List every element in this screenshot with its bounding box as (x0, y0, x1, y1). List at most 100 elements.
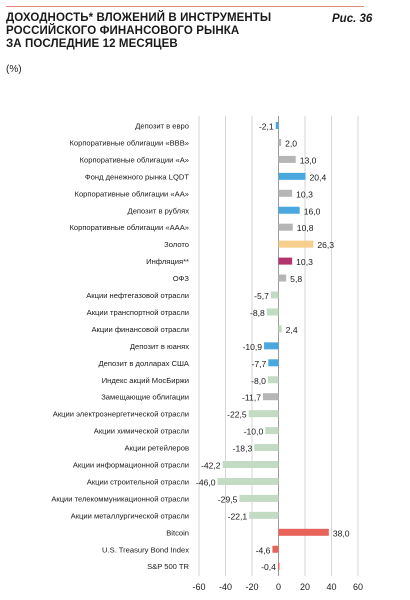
unit-label: (%) (6, 64, 22, 75)
x-tick-label: 20 (300, 582, 310, 592)
bar (278, 155, 296, 163)
bar (248, 410, 279, 418)
category-label: Акции металлургической отрасли (71, 511, 189, 520)
x-tick-label: -40 (219, 582, 232, 592)
x-tick-label: 40 (326, 582, 336, 592)
bar (278, 223, 293, 231)
category-label: Золото (164, 240, 189, 249)
category-label: Корпоративные облигации «A» (80, 155, 189, 164)
value-label: -22,1 (228, 511, 248, 521)
category-label: Акции информационной отрасли (73, 461, 189, 470)
chart-title-line: российского финансового рынка (6, 25, 240, 37)
category-label: Корпоративные облигации «BBB» (69, 138, 189, 147)
category-labels: Депозит в евро Корпоративные облигации «B… (51, 122, 190, 572)
bar (278, 240, 314, 248)
category-label: Акции телекоммуникационной отрасли (51, 494, 189, 503)
category-label: Акции нефтегазовой отрасли (86, 291, 189, 300)
category-label: ОФЗ (173, 274, 190, 283)
chart-title: Доходность* вложений в инструменты росси… (6, 12, 306, 51)
value-labels: -2,1 2,013,0 20,4 10,3 16,0 10,826,3 10,3 5,8 -5… (196, 122, 350, 573)
x-tick-label: -20 (245, 582, 258, 592)
value-label: 16,0 (304, 206, 321, 216)
category-label: Депозит в юанях (130, 342, 189, 351)
bar (270, 291, 279, 299)
category-label: Индекс акций МосБиржи (102, 376, 189, 385)
bar (266, 308, 279, 316)
category-label: U.S. Treasury Bond Index (102, 545, 189, 554)
bar (278, 138, 282, 146)
bars (217, 122, 329, 570)
chart-title-line: за последние 12 месяцев (6, 38, 178, 50)
bar (278, 528, 329, 536)
x-tick-label: 60 (353, 582, 363, 592)
bar (217, 477, 279, 485)
bar (278, 206, 300, 214)
category-label: Фонд денежного рынка LQDT (85, 172, 189, 181)
value-label: -8,0 (251, 376, 266, 386)
value-label: -0,4 (261, 562, 276, 572)
value-label: 5,8 (290, 274, 302, 284)
bar (277, 562, 280, 570)
bar (278, 189, 293, 197)
value-label: 10,8 (297, 223, 314, 233)
value-label: 2,4 (286, 325, 298, 335)
value-label: -42,2 (201, 461, 221, 471)
bar (265, 427, 279, 435)
bar (262, 393, 279, 401)
value-label: -22,5 (227, 410, 247, 420)
category-label: Акции строительной отрасли (87, 477, 189, 486)
value-label: 20,4 (310, 172, 327, 182)
value-label: 10,3 (296, 257, 313, 267)
bar (264, 342, 279, 350)
value-label: 2,0 (285, 138, 297, 148)
bar (275, 122, 279, 129)
x-tick-label: 0 (276, 582, 281, 592)
value-label: -10,9 (242, 342, 262, 352)
category-label: Депозит в рублях (128, 206, 190, 215)
value-label: -18,3 (233, 444, 253, 454)
bar (272, 545, 279, 553)
category-label: Акции транспортной отрасли (87, 308, 189, 317)
value-label: -8,8 (250, 308, 265, 318)
value-label: -29,5 (218, 494, 238, 504)
value-label: -2,1 (259, 122, 274, 132)
category-label: Корпоративные облигации «AA» (75, 189, 189, 198)
bar (278, 172, 306, 180)
category-label: Акции финансовой отрасли (91, 325, 189, 334)
bar (278, 274, 287, 282)
value-label: 10,3 (296, 189, 313, 199)
value-label: -46,0 (196, 477, 216, 487)
value-label: -4,6 (256, 545, 271, 555)
value-label: -7,7 (251, 359, 266, 369)
value-label: -10,0 (244, 427, 264, 437)
value-label: 26,3 (317, 240, 334, 250)
bar (249, 511, 279, 519)
category-label: Корпоративные облигации «AAA» (69, 223, 189, 232)
bar (222, 461, 279, 468)
category-label: Инфляция** (146, 257, 189, 266)
value-label: -5,7 (254, 291, 269, 301)
bar (278, 325, 282, 333)
bar (254, 444, 279, 452)
category-label: S&P 500 TR (147, 562, 189, 571)
category-label: Замещающие облигации (101, 393, 189, 402)
category-label: Bitcoin (166, 528, 189, 537)
value-label: -11,7 (242, 393, 261, 403)
bar (267, 376, 279, 384)
x-axis-ticks: -60 -40 -20 0 20 40 60 (192, 582, 363, 592)
category-label: Депозит в долларах США (98, 359, 189, 368)
header-rule (6, 6, 364, 7)
category-label: Депозит в евро (135, 122, 189, 131)
category-label: Акции ретейлеров (124, 444, 189, 453)
category-label: Акции электроэнергетической отрасли (53, 410, 189, 419)
bar (268, 359, 279, 367)
value-label: 13,0 (300, 155, 317, 165)
category-label: Акции химической отрасли (94, 427, 189, 436)
bar (278, 257, 293, 265)
bar (239, 494, 279, 502)
x-tick-label: -60 (192, 582, 205, 592)
figure-label: Рис. 36 (332, 13, 373, 25)
value-label: 38,0 (333, 528, 350, 538)
chart-title-line: Доходность* вложений в инструменты (6, 12, 272, 24)
